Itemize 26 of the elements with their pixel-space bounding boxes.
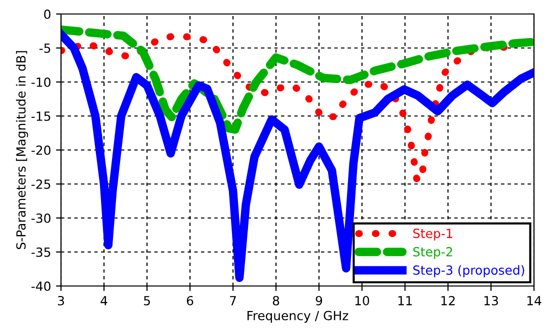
- y-tick-label: 0: [44, 9, 50, 19]
- y-axis-title: S-Parameters [Magnitude in dB]: [16, 51, 28, 250]
- x-tick-label: 7: [230, 296, 236, 306]
- y-tick-label: -15: [31, 112, 50, 121]
- x-tick-label: 10: [355, 296, 370, 306]
- x-tick-label: 14: [527, 296, 542, 306]
- x-tick-label: 13: [484, 296, 498, 306]
- y-tick-label: -5: [39, 44, 50, 53]
- x-tick-label: 4: [100, 296, 108, 306]
- legend-label: Step-3 (proposed): [413, 265, 524, 278]
- y-tick-label: -30: [31, 213, 50, 223]
- x-tick-label: 9: [316, 296, 322, 306]
- x-tick-label: 11: [398, 296, 412, 306]
- y-tick-label: -10: [31, 77, 50, 87]
- y-tick-label: -25: [31, 179, 50, 189]
- x-tick-label: 12: [441, 296, 455, 306]
- y-tick-label: -20: [31, 145, 50, 155]
- x-tick-label: 3: [58, 296, 64, 306]
- legend-label: Step-2: [413, 247, 452, 259]
- x-tick-label: 8: [272, 296, 280, 306]
- y-tick-label: -35: [31, 247, 50, 257]
- y-tick-label: -40: [31, 281, 50, 291]
- x-axis-title: Frequency / GHz: [248, 310, 348, 323]
- legend-label: Step-1: [413, 228, 452, 241]
- x-tick-label: 6: [186, 296, 194, 306]
- x-tick-label: 5: [144, 296, 150, 306]
